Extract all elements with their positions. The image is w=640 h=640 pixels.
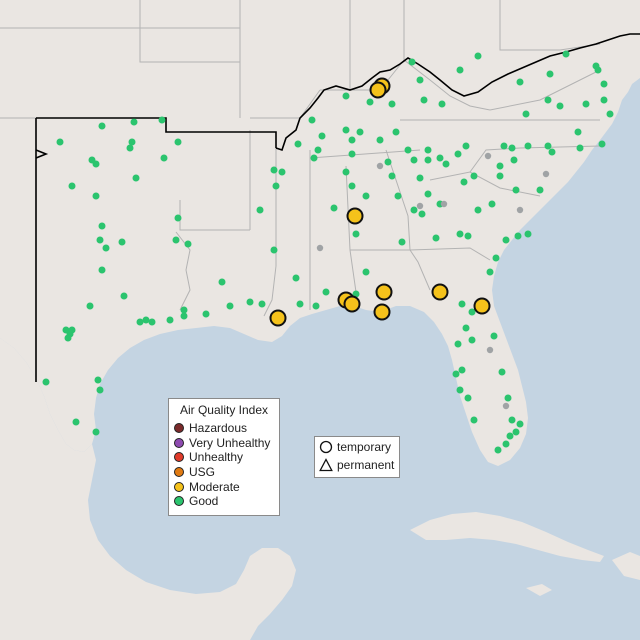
aqi-legend-label: Moderate xyxy=(189,479,240,494)
aqi-legend-item: Moderate xyxy=(169,479,279,494)
aqi-swatch-icon xyxy=(174,496,184,507)
jamaica xyxy=(526,584,552,596)
aqi-swatch-icon xyxy=(174,452,184,463)
no-data-sites xyxy=(316,152,550,410)
aqi-legend-item: Very Unhealthy xyxy=(169,436,279,451)
cuba xyxy=(410,512,604,562)
good-sites xyxy=(42,50,614,454)
aqi-legend-label: Unhealthy xyxy=(189,450,244,465)
aqi-swatch-icon xyxy=(174,437,184,448)
us-landmass xyxy=(0,0,640,466)
aqi-swatch-icon xyxy=(174,423,184,434)
mexico-landmass xyxy=(0,338,296,640)
hispaniola xyxy=(612,552,640,580)
moderate-sites xyxy=(269,77,491,327)
aqi-legend-label: Good xyxy=(189,494,219,509)
monitor-type-legend: temporary permanent xyxy=(314,436,400,478)
circle-icon xyxy=(319,440,333,454)
aqi-legend-item: Hazardous xyxy=(169,421,279,436)
region-boundaries xyxy=(35,33,640,382)
legend-temporary-label: temporary xyxy=(337,440,392,454)
aqi-legend-item: Good xyxy=(169,494,279,509)
aqi-legend-label: Very Unhealthy xyxy=(189,435,271,450)
triangle-icon xyxy=(319,458,333,472)
legend-permanent: permanent xyxy=(315,457,399,473)
aqi-legend-item: USG xyxy=(169,465,279,480)
aqi-legend-label: USG xyxy=(189,465,216,480)
aqi-legend-item: Unhealthy xyxy=(169,450,279,465)
aqi-swatch-icon xyxy=(174,481,184,492)
aqi-swatch-icon xyxy=(174,467,184,478)
aqi-legend-label: Hazardous xyxy=(189,421,248,436)
aqi-legend: Air Quality Index Hazardous Very Unhealth… xyxy=(168,398,280,516)
legend-permanent-label: permanent xyxy=(337,458,395,472)
aqi-legend-title: Air Quality Index xyxy=(179,403,269,417)
legend-temporary: temporary xyxy=(315,439,399,455)
